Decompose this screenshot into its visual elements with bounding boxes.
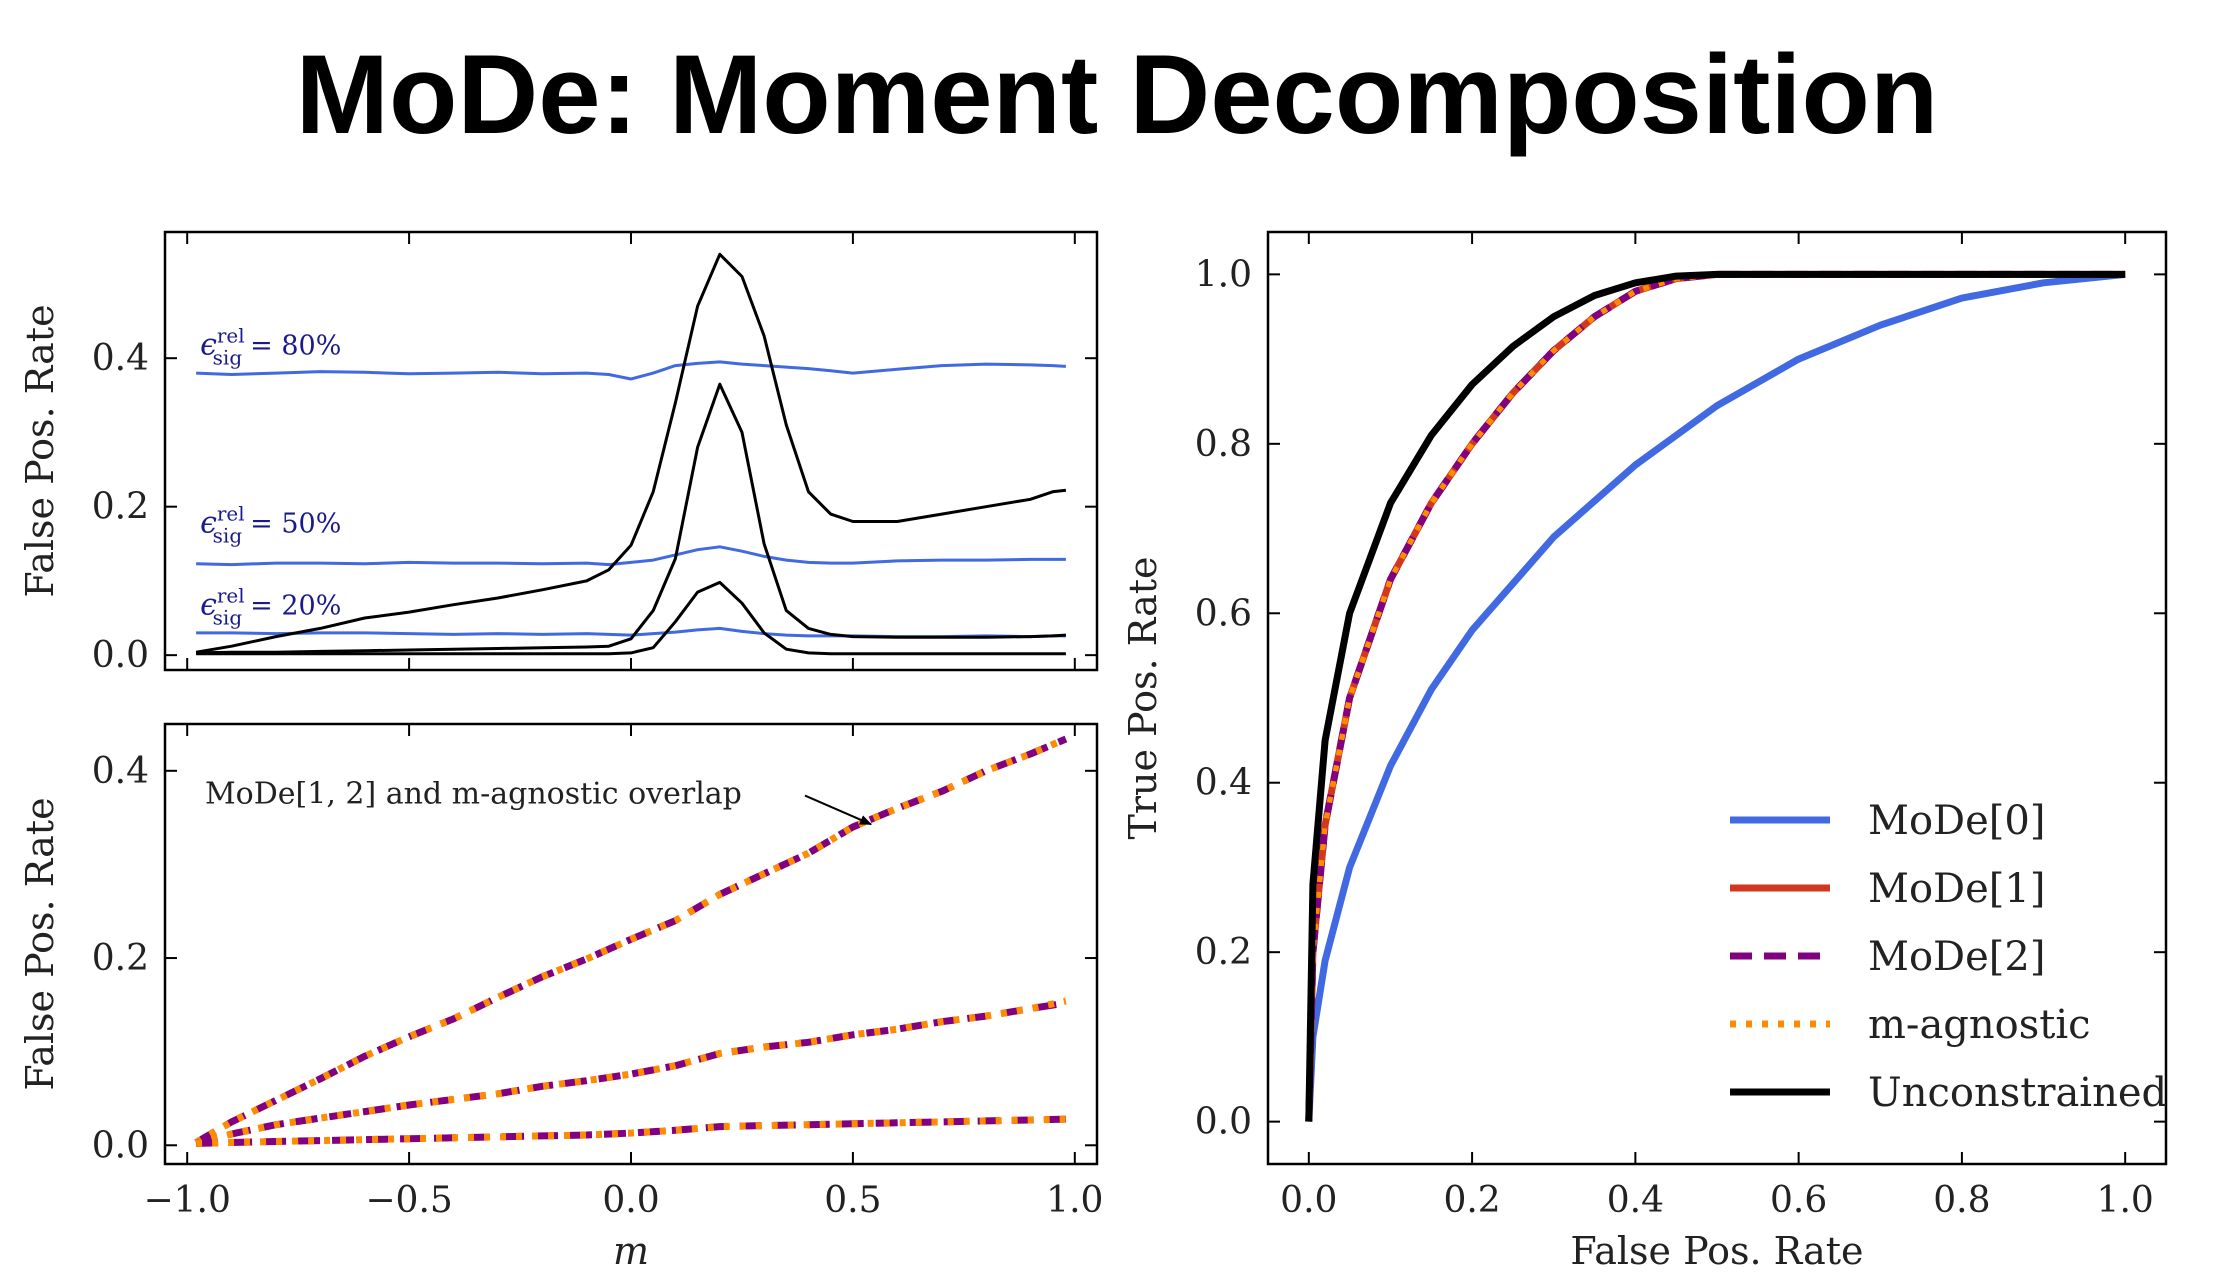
series-line-4 <box>196 382 1066 655</box>
x-tick-label: 1.0 <box>1046 1180 1103 1221</box>
series-line-mode-0- <box>1305 270 2126 1122</box>
overlap-arrow <box>804 794 873 826</box>
x-tick-label: 1.0 <box>2097 1180 2154 1221</box>
series-line-mode-1- <box>1305 270 2126 1122</box>
y-tick-label: 0.4 <box>92 338 149 379</box>
series-line-mode-2- <box>1305 270 2126 1122</box>
y-axis-label: False Pos. Rate <box>18 797 62 1090</box>
x-axis-label: m <box>613 1229 649 1273</box>
efficiency-annotation: ϵrel sig = 20% <box>200 583 341 629</box>
y-tick-label: 0.0 <box>1195 1102 1252 1143</box>
series-line-2 <box>196 626 1066 639</box>
legend-label: MoDe[0] <box>1868 798 2045 844</box>
series-line-4 <box>196 1115 1066 1147</box>
y-tick-label: 0.0 <box>92 1125 149 1166</box>
fpr-vs-m-top-panel: 0.0 0.2 0.4 False Pos. Rate ϵrel sig = 80% ϵrel… <box>18 230 1099 676</box>
series-line-0 <box>196 360 1066 381</box>
series-line-5 <box>196 580 1066 656</box>
x-tick-label: 0.8 <box>1933 1180 1990 1221</box>
legend-label: m-agnostic <box>1868 1002 2091 1048</box>
efficiency-annotation: ϵrel sig = 50% <box>200 502 341 548</box>
series-line-3 <box>195 252 1067 654</box>
axes-frame <box>1266 230 2168 1166</box>
series-line-1 <box>196 545 1066 567</box>
series-line-5 <box>196 1115 1066 1147</box>
legend-label: Unconstrained <box>1868 1070 2167 1116</box>
x-tick-label: 0.4 <box>1607 1180 1664 1221</box>
y-tick-label: 0.2 <box>1195 932 1252 973</box>
y-tick-label: 0.0 <box>92 635 149 676</box>
legend-label: MoDe[1] <box>1868 866 2045 912</box>
legend-label: MoDe[2] <box>1868 934 2045 980</box>
y-tick-label: 1.0 <box>1195 254 1252 295</box>
x-axis-label: False Pos. Rate <box>1570 1229 1863 1273</box>
x-tick-label: 0.5 <box>824 1180 881 1221</box>
x-tick-label: 0.2 <box>1443 1180 1500 1221</box>
y-tick-label: 0.4 <box>1195 763 1252 804</box>
y-axis-label: True Pos. Rate <box>1121 556 1165 839</box>
y-tick-label: 0.4 <box>92 751 149 792</box>
y-axis-label: False Pos. Rate <box>18 304 62 597</box>
efficiency-annotation: ϵrel sig = 80% <box>200 323 341 369</box>
x-tick-label: 0.0 <box>1280 1180 1337 1221</box>
slide-title: MoDe: Moment Decomposition <box>295 32 1939 157</box>
fpr-vs-m-bottom-panel: −1.0 −0.5 0.0 0.5 1.0 0.0 0.2 0.4 False Pos. Rat… <box>18 722 1103 1273</box>
x-tick-label: 0.6 <box>1770 1180 1827 1221</box>
series-line-m-agnostic <box>1306 271 2126 1122</box>
x-tick-label: −1.0 <box>143 1180 230 1221</box>
x-tick-label: 0.0 <box>602 1180 659 1221</box>
y-tick-label: 0.6 <box>1195 593 1252 634</box>
series-line-1 <box>194 735 1068 1146</box>
overlap-note: MoDe[1, 2] and m-agnostic overlap <box>205 777 742 812</box>
series-line-3 <box>195 997 1067 1147</box>
y-tick-label: 0.2 <box>92 938 149 979</box>
x-tick-label: −0.5 <box>365 1180 452 1221</box>
series-line-2 <box>195 999 1067 1147</box>
y-tick-label: 0.8 <box>1195 424 1252 465</box>
y-tick-label: 0.2 <box>92 487 149 528</box>
roc-curve-panel: 0.0 0.2 0.4 0.6 0.8 1.0 0.0 0.2 0.4 0.6 0.8 1.0 True… <box>1121 230 2168 1273</box>
series-line-unconstrained <box>1305 270 2126 1122</box>
